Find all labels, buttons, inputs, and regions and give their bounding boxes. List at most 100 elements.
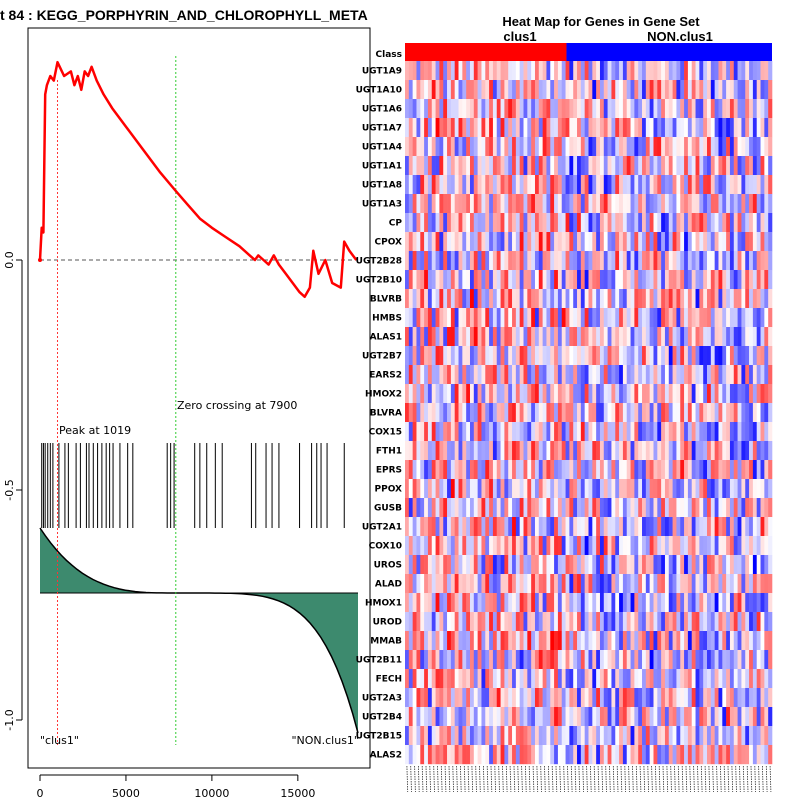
heatmap-cell — [523, 194, 528, 214]
heatmap-cell — [561, 270, 566, 290]
heatmap-cell — [664, 612, 670, 632]
heatmap-cell — [515, 669, 520, 689]
heatmap-cell — [745, 175, 750, 195]
heatmap-cell — [749, 99, 754, 119]
heatmap-cell — [492, 441, 498, 461]
heatmap-cell — [443, 61, 448, 81]
heatmap-cell — [714, 745, 719, 765]
heatmap-cell — [466, 650, 471, 670]
heatmap-cell — [546, 669, 551, 689]
heatmap-cell — [657, 593, 662, 613]
heatmap-cell — [435, 308, 440, 328]
heatmap-cell — [615, 118, 620, 138]
heatmap-cell — [622, 232, 628, 252]
heatmap-cell — [577, 137, 582, 157]
heatmap-cell — [733, 707, 738, 727]
heatmap-cell — [599, 270, 605, 290]
heatmap-cell — [756, 251, 761, 271]
heatmap-cell — [443, 555, 448, 575]
heatmap-cell — [722, 156, 727, 176]
heatmap-cell — [687, 118, 693, 138]
heatmap-cell — [424, 80, 429, 100]
heatmap-cell — [584, 726, 589, 746]
heatmap-cell — [469, 726, 475, 746]
heatmap-cell — [454, 384, 459, 404]
heatmap-cell — [565, 327, 570, 347]
heatmap-cell — [431, 327, 436, 347]
heatmap-cell — [596, 517, 601, 537]
heatmap-cell — [729, 194, 735, 214]
heatmap-cell — [420, 479, 425, 499]
heatmap-cell — [664, 517, 670, 537]
heatmap-cell — [458, 99, 463, 119]
heatmap-cell — [443, 726, 448, 746]
heatmap-cell — [546, 346, 551, 366]
heatmap-cell — [496, 726, 501, 746]
heatmap-cell — [649, 745, 654, 765]
heatmap-cell — [657, 707, 662, 727]
heatmap-cell — [462, 745, 467, 765]
heatmap-cell — [596, 270, 601, 290]
heatmap-cell — [768, 80, 773, 100]
heatmap-cell — [466, 593, 471, 613]
heatmap-cell — [466, 99, 471, 119]
heatmap-cell — [653, 289, 658, 309]
heatmap-cell — [531, 669, 536, 689]
heatmap-cell — [684, 688, 689, 708]
heatmap-cell — [695, 612, 700, 632]
heatmap-cell — [573, 422, 578, 442]
heatmap-cell — [466, 365, 471, 385]
heatmap-cell — [447, 422, 452, 442]
sample-label-mark — [429, 765, 431, 793]
heatmap-cell — [622, 726, 628, 746]
heatmap-cell — [745, 118, 750, 138]
heatmap-cell — [733, 574, 738, 594]
heatmap-cell — [508, 707, 513, 727]
heatmap-cell — [554, 118, 559, 138]
heatmap-cell — [638, 669, 643, 689]
heatmap-cell — [664, 118, 670, 138]
heatmap-cell — [462, 593, 467, 613]
heatmap-cell — [634, 726, 639, 746]
heatmap-cell — [450, 612, 455, 632]
heatmap-cell — [680, 289, 685, 309]
heatmap-cell — [596, 650, 601, 670]
heatmap-cell — [554, 403, 559, 423]
heatmap-cell — [408, 498, 413, 518]
heatmap-cell — [760, 422, 765, 442]
heatmap-cell — [439, 669, 444, 689]
heatmap-cell — [645, 175, 650, 195]
heatmap-cell — [538, 384, 543, 404]
heatmap-cell — [657, 498, 662, 518]
heatmap-cell — [668, 213, 673, 233]
heatmap-cell — [443, 346, 448, 366]
heatmap-cell — [577, 726, 582, 746]
heatmap-cell — [515, 384, 520, 404]
heatmap-cell — [500, 498, 505, 518]
heatmap-cell — [649, 99, 654, 119]
heatmap-cell — [649, 80, 654, 100]
heatmap-cell — [756, 99, 761, 119]
heatmap-cell — [645, 631, 650, 651]
heatmap-cell — [527, 517, 532, 537]
heatmap-cell — [680, 422, 685, 442]
heatmap-cell — [764, 574, 769, 594]
heatmap-cell — [492, 118, 498, 138]
heatmap-cell — [733, 175, 738, 195]
heatmap-cell — [752, 289, 758, 309]
heatmap-cell — [638, 403, 643, 423]
heatmap-cell — [710, 631, 715, 651]
heatmap-cell — [607, 726, 612, 746]
heatmap-cell — [687, 365, 693, 385]
heatmap-cell — [638, 479, 643, 499]
heatmap-cell — [515, 289, 520, 309]
heatmap-cell — [741, 61, 746, 81]
heatmap-cell — [527, 118, 532, 138]
sample-label-mark — [666, 765, 669, 793]
heatmap-cell — [599, 555, 605, 575]
heatmap-cell — [416, 422, 421, 442]
heatmap-cell — [745, 574, 750, 594]
heatmap-cell — [603, 175, 608, 195]
heatmap-cell — [473, 213, 478, 233]
heatmap-cell — [550, 498, 555, 518]
